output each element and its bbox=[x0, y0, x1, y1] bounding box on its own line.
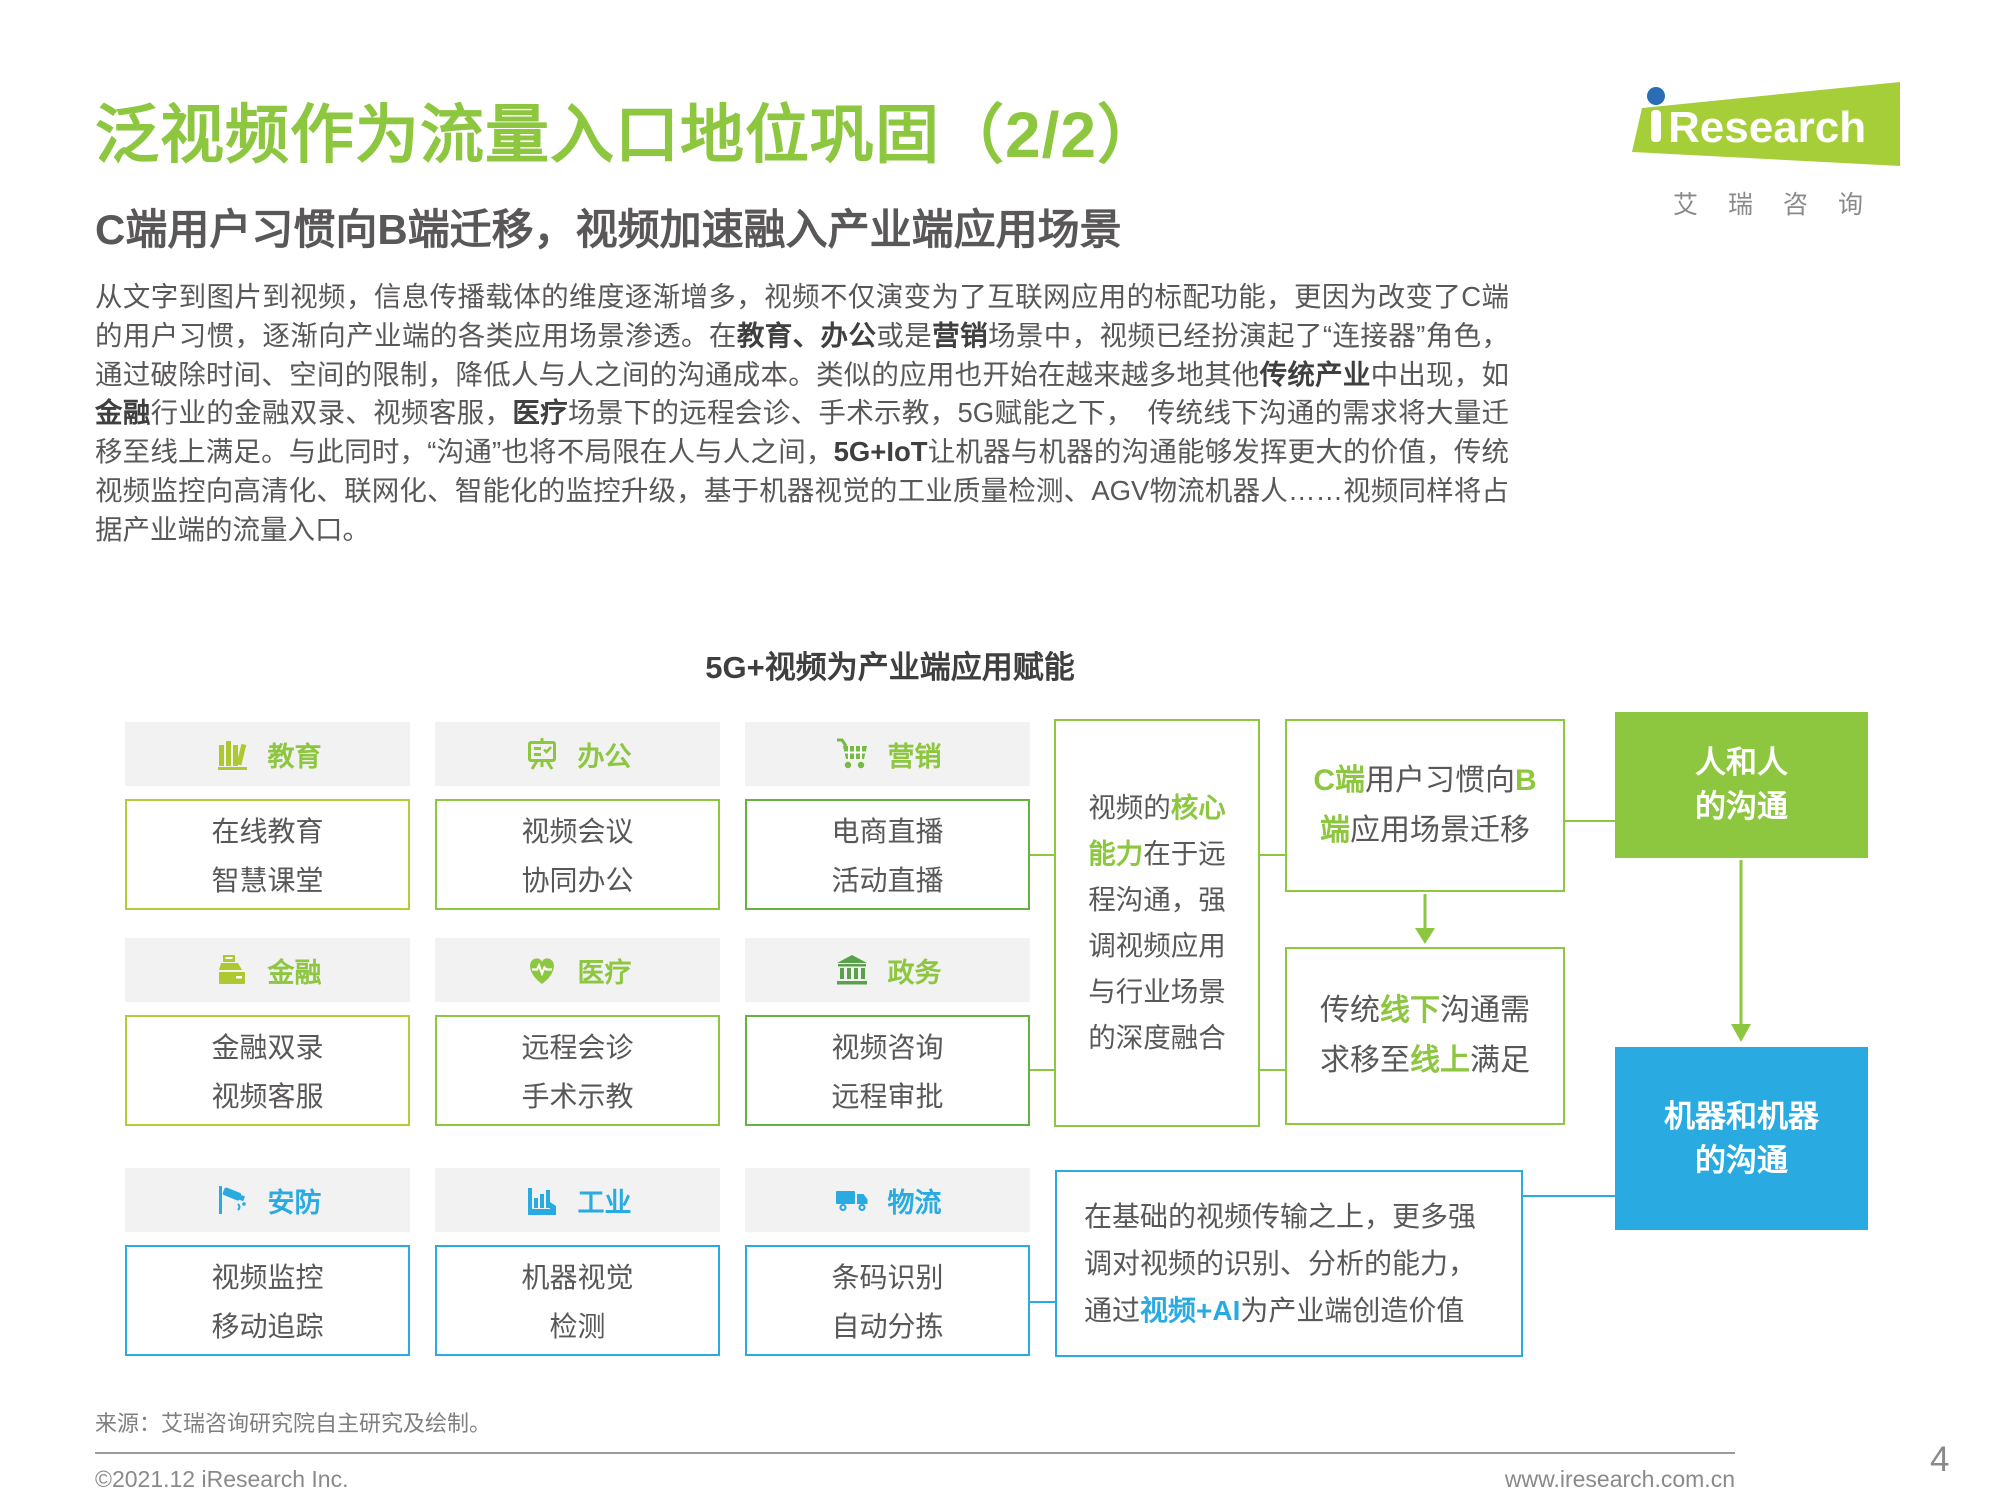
card-label: 医疗 bbox=[577, 957, 632, 988]
card-line: 自动分拣 bbox=[831, 1311, 944, 1342]
government-building-icon bbox=[834, 952, 870, 988]
card-line: 视频客服 bbox=[211, 1081, 324, 1112]
card-education-body: 在线教育 智慧课堂 bbox=[125, 799, 410, 910]
card-logistics: 物流 条码识别 自动分拣 bbox=[745, 1168, 1030, 1356]
truck-icon bbox=[834, 1182, 870, 1218]
card-office-body: 视频会议 协同办公 bbox=[435, 799, 720, 910]
core-capability-box: 视频的核心能力在于远程沟通，强调视频应用与行业场景的深度融合 bbox=[1054, 719, 1260, 1127]
card-finance: 金融 金融双录 视频客服 bbox=[125, 938, 410, 1126]
human-communication-line: 人和人 bbox=[1695, 745, 1788, 780]
machine-communication-line: 机器和机器 bbox=[1664, 1098, 1819, 1134]
iresearch-logo: Research 艾瑞咨询 bbox=[1628, 80, 1908, 221]
website-url: www.iresearch.com.cn bbox=[1504, 1466, 1735, 1492]
video-plus-ai-box: 在基础的视频传输之上，更多强调对视频的识别、分析的能力，通过视频+AI为产业端创… bbox=[1055, 1170, 1523, 1357]
card-line: 电商直播 bbox=[831, 816, 944, 847]
c2b-migration-box: C端用户习惯向B端应用场景迁移 bbox=[1285, 719, 1565, 892]
card-office: 办公 视频会议 协同办公 bbox=[435, 722, 720, 910]
cctv-camera-icon bbox=[214, 1182, 250, 1218]
card-industry: 工业 机器视觉 检测 bbox=[435, 1168, 720, 1356]
card-logistics-body: 条码识别 自动分拣 bbox=[745, 1245, 1030, 1356]
card-line: 检测 bbox=[549, 1311, 606, 1342]
card-line: 视频会议 bbox=[521, 816, 634, 847]
diagram-title: 5G+视频为产业端应用赋能 bbox=[705, 650, 1075, 685]
card-line: 远程审批 bbox=[831, 1081, 944, 1112]
page-number: 4 bbox=[1930, 1440, 1950, 1479]
factory-icon bbox=[524, 1182, 560, 1218]
machine-communication-box: 机器和机器 的沟通 bbox=[1615, 1047, 1868, 1230]
svg-text:Research: Research bbox=[1668, 103, 1866, 152]
card-logistics-header: 物流 bbox=[745, 1168, 1030, 1232]
card-line: 金融双录 bbox=[211, 1032, 324, 1063]
card-education: 教育 在线教育 智慧课堂 bbox=[125, 722, 410, 910]
card-label: 金融 bbox=[267, 957, 322, 988]
card-line: 协同办公 bbox=[521, 865, 634, 896]
card-line: 在线教育 bbox=[211, 816, 324, 847]
card-line: 机器视觉 bbox=[521, 1262, 634, 1293]
source-note: 来源：艾瑞咨询研究院自主研究及绘制。 bbox=[95, 1411, 492, 1436]
card-label: 政务 bbox=[887, 957, 942, 988]
card-marketing: 营销 电商直播 活动直播 bbox=[745, 722, 1030, 910]
card-medical-body: 远程会诊 手术示教 bbox=[435, 1015, 720, 1126]
human-communication-line: 的沟通 bbox=[1695, 789, 1788, 824]
arrow-down-human-to-machine bbox=[1731, 860, 1751, 1042]
iresearch-logo-cn: 艾瑞咨询 bbox=[1672, 191, 1893, 219]
card-medical: 医疗 远程会诊 手术示教 bbox=[435, 938, 720, 1126]
shopping-cart-icon bbox=[834, 736, 870, 772]
card-government-body: 视频咨询 远程审批 bbox=[745, 1015, 1030, 1126]
card-label: 营销 bbox=[887, 741, 942, 772]
intro-paragraph: 从文字到图片到视频，信息传播载体的维度逐渐增多，视频不仅演变为了互联网应用的标配… bbox=[95, 281, 1510, 545]
card-line: 智慧课堂 bbox=[211, 865, 324, 896]
card-finance-body: 金融双录 视频客服 bbox=[125, 1015, 410, 1126]
card-label: 教育 bbox=[267, 741, 322, 772]
card-line: 活动直播 bbox=[831, 865, 944, 896]
card-security-body: 视频监控 移动追踪 bbox=[125, 1245, 410, 1356]
connector-marketing-core bbox=[1030, 854, 1054, 856]
iresearch-logo-icon: Research bbox=[1632, 82, 1900, 166]
connector-logistics-ai bbox=[1030, 1301, 1055, 1303]
card-label: 物流 bbox=[887, 1187, 942, 1218]
card-line: 视频监控 bbox=[211, 1262, 324, 1293]
card-education-header: 教育 bbox=[125, 722, 410, 786]
human-communication-box: 人和人 的沟通 bbox=[1615, 712, 1868, 858]
connector-core-offline bbox=[1260, 1069, 1285, 1071]
card-label: 办公 bbox=[577, 741, 632, 772]
card-line: 远程会诊 bbox=[521, 1032, 634, 1063]
card-line: 视频咨询 bbox=[831, 1032, 944, 1063]
cash-register-icon bbox=[214, 952, 250, 988]
card-industry-body: 机器视觉 检测 bbox=[435, 1245, 720, 1356]
card-label: 安防 bbox=[267, 1187, 322, 1218]
presentation-board-icon bbox=[524, 736, 560, 772]
card-security: 安防 视频监控 移动追踪 bbox=[125, 1168, 410, 1356]
books-icon bbox=[214, 736, 250, 772]
card-industry-header: 工业 bbox=[435, 1168, 720, 1232]
connector-core-c2b bbox=[1260, 854, 1285, 856]
connector-ai-machine bbox=[1523, 1195, 1615, 1197]
card-finance-header: 金融 bbox=[125, 938, 410, 1002]
card-marketing-body: 电商直播 活动直播 bbox=[745, 799, 1030, 910]
card-marketing-header: 营销 bbox=[745, 722, 1030, 786]
card-government: 政务 视频咨询 远程审批 bbox=[745, 938, 1030, 1126]
card-office-header: 办公 bbox=[435, 722, 720, 786]
card-line: 移动追踪 bbox=[211, 1311, 324, 1342]
footer-divider bbox=[95, 1452, 1735, 1454]
card-security-header: 安防 bbox=[125, 1168, 410, 1232]
connector-c2b-human bbox=[1565, 820, 1615, 822]
card-government-header: 政务 bbox=[745, 938, 1030, 1002]
card-line: 条码识别 bbox=[831, 1262, 944, 1293]
page-subtitle: C端用户习惯向B端迁移，视频加速融入产业端应用场景 bbox=[95, 206, 1122, 253]
heart-pulse-icon bbox=[524, 952, 560, 988]
card-line: 手术示教 bbox=[521, 1081, 634, 1112]
connector-government-core bbox=[1030, 1069, 1054, 1071]
page-title: 泛视频作为流量入口地位巩固（2/2） bbox=[95, 99, 1162, 171]
offline-to-online-box: 传统线下沟通需求移至线上满足 bbox=[1285, 947, 1565, 1125]
card-label: 工业 bbox=[577, 1187, 632, 1218]
card-medical-header: 医疗 bbox=[435, 938, 720, 1002]
arrow-down-c2b-to-offline bbox=[1415, 894, 1435, 944]
machine-communication-line: 的沟通 bbox=[1695, 1142, 1788, 1178]
copyright: ©2021.12 iResearch Inc. bbox=[95, 1466, 349, 1492]
